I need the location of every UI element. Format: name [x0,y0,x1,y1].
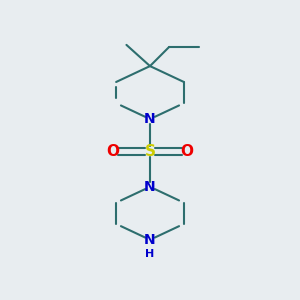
Text: O: O [107,144,120,159]
Text: N: N [144,180,156,194]
Text: O: O [180,144,193,159]
Text: N: N [144,233,156,247]
Text: H: H [146,249,154,259]
Text: N: N [144,112,156,126]
Text: S: S [145,144,155,159]
